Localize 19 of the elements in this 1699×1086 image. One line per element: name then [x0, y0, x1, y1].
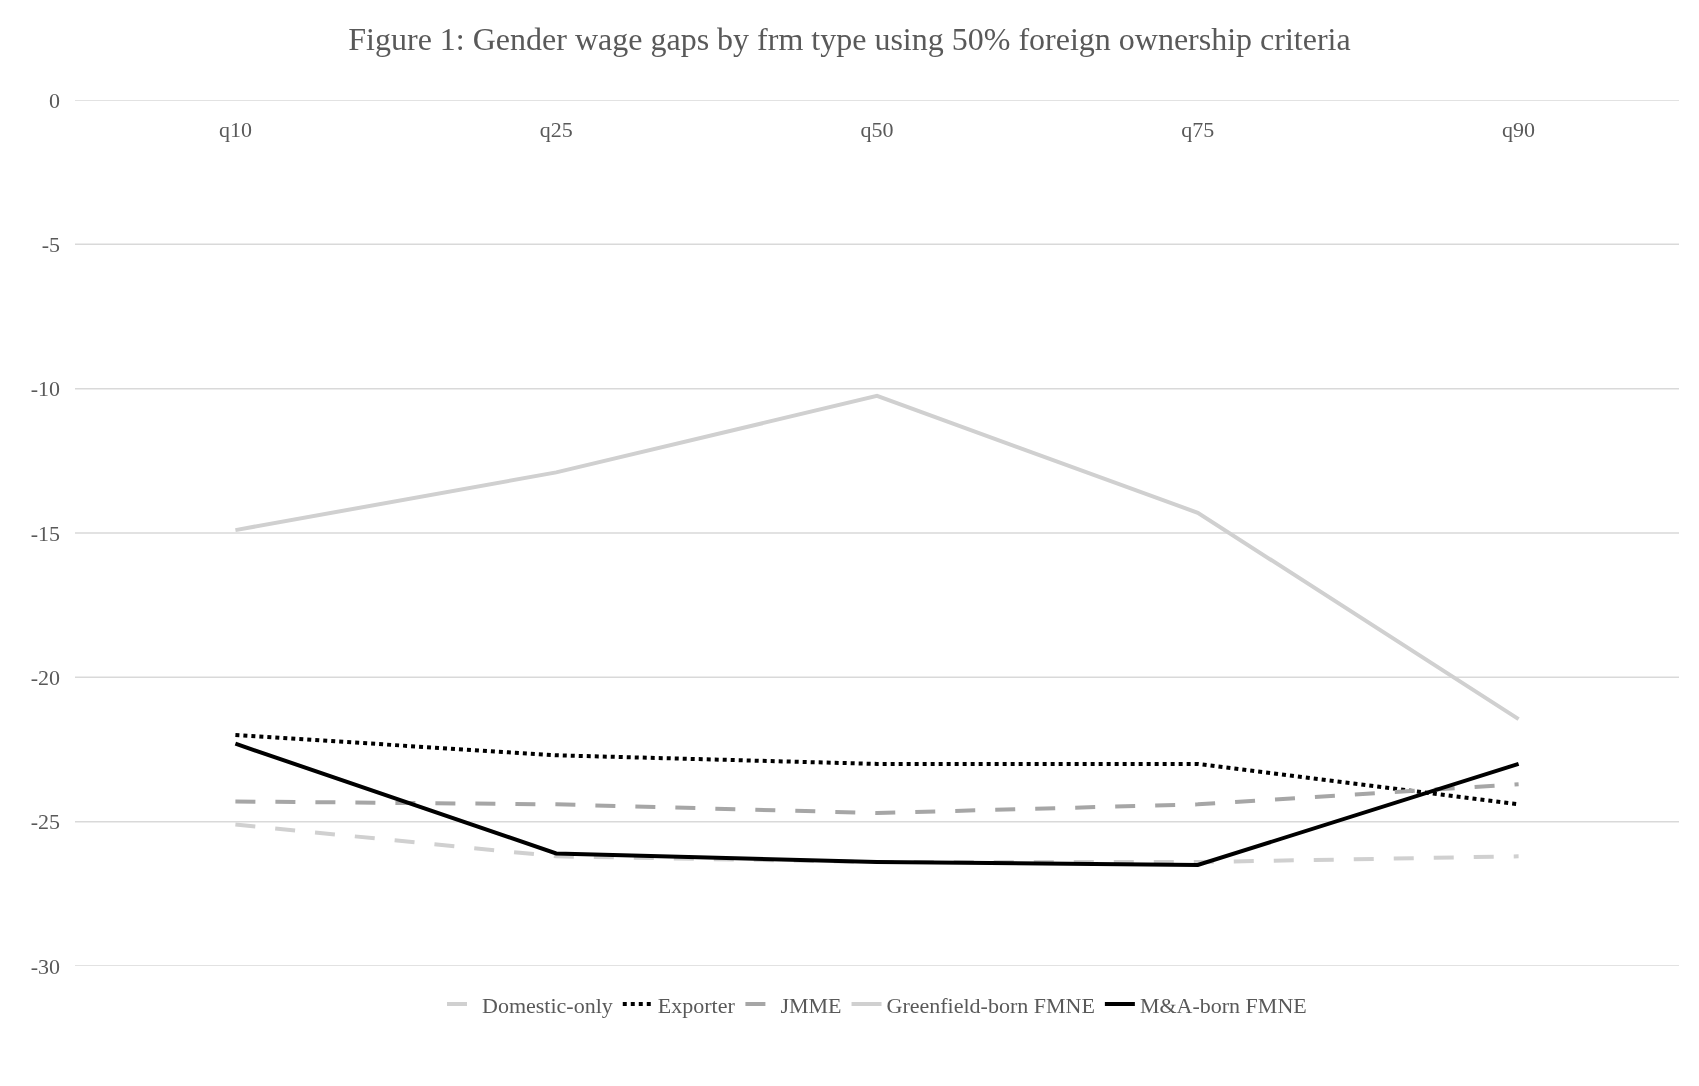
y-tick-label: -5 [41, 232, 60, 258]
legend-label: Greenfield-born FMNE [886, 992, 1095, 1018]
y-tick-label: -25 [30, 809, 60, 835]
legend-label: Domestic-only [482, 992, 613, 1018]
y-tick-label: -10 [30, 376, 60, 402]
x-tick-label: q90 [1502, 117, 1536, 142]
x-tick-label: q25 [539, 117, 573, 142]
x-tick-label: q50 [860, 117, 894, 142]
y-tick-label: -20 [30, 665, 60, 691]
legend-label: M&A-born FMNE [1139, 992, 1307, 1018]
x-tick-label: q10 [218, 117, 252, 142]
line-series [233, 782, 1521, 816]
legend-label: Exporter [657, 992, 736, 1018]
legend-label: JMME [780, 992, 842, 1018]
y-tick-label: -30 [30, 953, 60, 979]
y-tick-label: -15 [30, 520, 60, 546]
chart-title: Figure 1: Gender wage gaps by frm type using 50% foreign ownership criteria [348, 20, 1351, 57]
x-tick-label: q75 [1181, 117, 1215, 142]
y-tick-label: 0 [49, 87, 60, 113]
